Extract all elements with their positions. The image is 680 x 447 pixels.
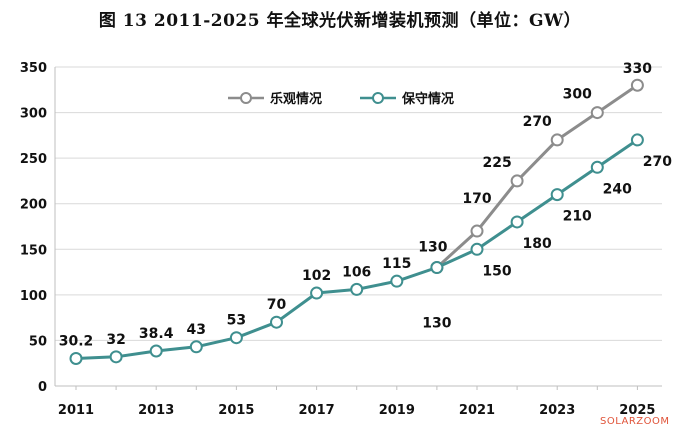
legend-optimistic-marker: [240, 92, 252, 104]
data-label: 225: [482, 155, 511, 171]
optimistic-line: [435, 83, 639, 269]
axes: [54, 67, 662, 390]
data-label: 32: [106, 332, 125, 348]
data-label: 270: [523, 114, 552, 130]
data-label: 70: [267, 297, 287, 313]
legend: 乐观情况 保守情况: [228, 91, 454, 107]
series-lines: [75, 83, 639, 360]
data-label: 43: [187, 322, 206, 338]
data-labels: 30.2 32 38.4 43 53 70 102 106 115 130 150 180 210 240…: [59, 61, 673, 349]
data-label: 106: [342, 264, 371, 280]
conservative-point: [350, 282, 364, 296]
conservative-point: [510, 215, 524, 229]
y-tick-label: 150: [20, 243, 47, 258]
y-tick-label: 300: [20, 107, 47, 122]
series-points: [69, 78, 644, 365]
data-label: 270: [643, 154, 672, 170]
data-label: 38.4: [139, 326, 174, 342]
conservative-point: [229, 331, 243, 345]
x-tick-label: 2021: [459, 403, 495, 418]
optimistic-point: [470, 224, 484, 238]
legend-conservative-marker: [372, 92, 384, 104]
legend-optimistic-label: 乐观情况: [270, 91, 322, 107]
conservative-point: [470, 242, 484, 256]
data-label: 53: [227, 313, 246, 329]
x-tick-labels: 2011 2013 2015 2017 2019 2021 2023 2025: [58, 403, 656, 418]
data-label: 115: [382, 256, 411, 272]
data-label: 170: [462, 191, 491, 207]
data-label: 300: [563, 87, 592, 103]
x-tick-label: 2025: [619, 403, 655, 418]
watermark: SOLARZOOM: [600, 416, 670, 427]
data-label: 210: [563, 209, 592, 225]
data-label: 180: [522, 236, 551, 252]
y-tick-label: 250: [20, 152, 47, 167]
grid-lines: [55, 66, 662, 341]
x-tick-label: 2019: [379, 403, 415, 418]
y-tick-label: 0: [38, 380, 47, 395]
x-tick-label: 2017: [299, 403, 335, 418]
conservative-point: [550, 188, 564, 202]
data-label: 102: [302, 268, 331, 284]
conservative-point: [149, 344, 163, 358]
data-label: 30.2: [59, 333, 94, 349]
data-label: 150: [482, 263, 511, 279]
x-tick-label: 2011: [58, 403, 94, 418]
x-tick-label: 2023: [539, 403, 575, 418]
y-tick-label: 100: [20, 289, 47, 304]
conservative-point: [390, 274, 404, 288]
data-label: 330: [623, 61, 652, 77]
conservative-point: [189, 340, 203, 354]
data-label: 240: [603, 181, 632, 197]
x-tick-label: 2013: [138, 403, 174, 418]
optimistic-point: [510, 174, 524, 188]
y-tick-label: 50: [29, 334, 47, 349]
legend-conservative-label: 保守情况: [401, 91, 454, 107]
data-label: 130: [418, 240, 447, 256]
data-label: 130: [422, 316, 451, 332]
chart-title: 图 13 2011-2025 年全球光伏新增装机预测（单位：GW）: [98, 11, 582, 31]
conservative-point: [430, 261, 444, 275]
optimistic-point: [550, 133, 564, 147]
conservative-point: [590, 160, 604, 174]
x-tick-label: 2015: [218, 403, 254, 418]
conservative-point: [270, 315, 283, 329]
conservative-point: [310, 286, 324, 300]
y-tick-labels: 0 50 100 150 200 250 300 350: [20, 61, 47, 395]
y-tick-label: 200: [20, 198, 47, 213]
conservative-point: [69, 351, 83, 365]
optimistic-point: [630, 78, 644, 92]
optimistic-point: [590, 106, 604, 120]
conservative-point: [109, 350, 123, 364]
conservative-point: [630, 133, 644, 147]
y-tick-label: 350: [20, 61, 47, 76]
